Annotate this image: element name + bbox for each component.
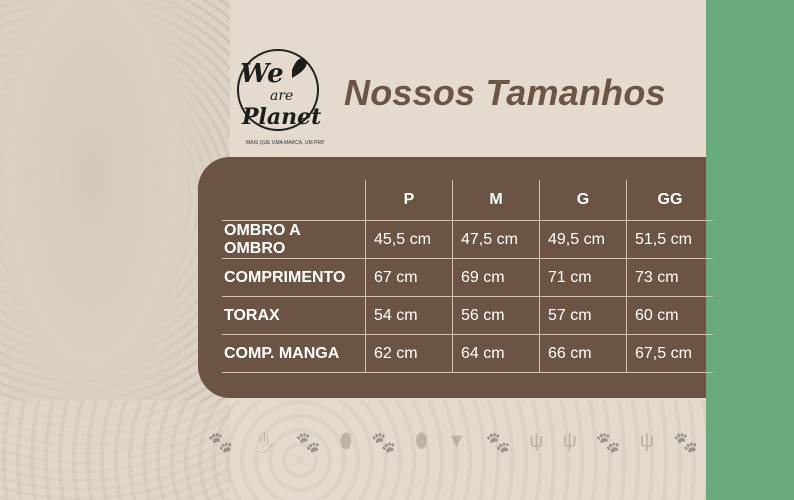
cell: 60 cm <box>626 296 713 335</box>
svg-text:We: We <box>240 59 284 89</box>
animal-tracks-row: 🐾 ✋ 🐾 ⬮ 🐾 ⬮ ▼ 🐾 ψ ψ 🐾 ψ 🐾 <box>208 430 698 455</box>
hoof-print-icon: ⬮ <box>339 430 353 452</box>
svg-text:MAIS QUE UMA MARCA, UM PRINCÍP: MAIS QUE UMA MARCA, UM PRINCÍPIO <box>246 139 324 146</box>
row-label: COMP. MANGA <box>224 344 340 362</box>
table-row: COMPRIMENTO 67 cm 69 cm 71 cm 73 cm <box>222 258 713 297</box>
cell: 56 cm <box>452 296 540 335</box>
cell: 51,5 cm <box>626 220 713 259</box>
paw-print-icon: 🐾 <box>672 432 698 454</box>
table-row: COMP. MANGA 62 cm 64 cm 66 cm 67,5 cm <box>222 334 713 373</box>
size-table: P M G GG OMBRO A OMBRO 45,5 cm 47,5 cm 4… <box>222 180 713 373</box>
bird-foot-icon: ψ <box>639 430 654 452</box>
cell: 47,5 cm <box>452 220 540 259</box>
svg-text:are: are <box>270 88 293 104</box>
bird-foot-icon: ψ <box>562 430 577 452</box>
header-blank <box>222 180 366 221</box>
cell: 62 cm <box>365 334 453 373</box>
cell: 57 cm <box>539 296 627 335</box>
cell: 45,5 cm <box>365 220 453 259</box>
cell: 66 cm <box>539 334 627 373</box>
green-side-strip <box>706 0 794 500</box>
cell: 67,5 cm <box>626 334 713 373</box>
cell: 64 cm <box>452 334 540 373</box>
cell: 54 cm <box>365 296 453 335</box>
spotted-fur-texture <box>0 400 706 500</box>
cell: 49,5 cm <box>539 220 627 259</box>
paw-print-icon: 🐾 <box>371 432 397 454</box>
table-header-row: P M G GG <box>222 180 713 221</box>
hoof-print-icon: ⬮ <box>415 430 428 452</box>
table-row: OMBRO A OMBRO 45,5 cm 47,5 cm 49,5 cm 51… <box>222 220 713 259</box>
paw-print-icon: 🐾 <box>595 432 621 454</box>
header-size-m: M <box>452 180 540 221</box>
paw-print-icon: 🐾 <box>208 432 233 454</box>
header-size-g: G <box>539 180 627 221</box>
cell: 71 cm <box>539 258 627 297</box>
cell: 73 cm <box>626 258 713 297</box>
row-label: OMBRO A OMBRO <box>224 221 301 257</box>
cell: 69 cm <box>452 258 540 297</box>
header-size-gg: GG <box>626 180 713 221</box>
webbed-foot-icon: ▼ <box>446 430 467 452</box>
cell: 67 cm <box>365 258 453 297</box>
table-row: TORAX 54 cm 56 cm 57 cm 60 cm <box>222 296 713 335</box>
bird-foot-icon: ψ <box>529 430 544 452</box>
page-title: Nossos Tamanhos <box>344 72 666 113</box>
paw-print-icon: 🐾 <box>295 432 321 454</box>
row-label: COMPRIMENTO <box>224 268 346 286</box>
we-are-planet-logo: We are Planet MAIS QUE UMA MARCA, UM PRI… <box>237 49 324 146</box>
hand-print-icon: ✋ <box>251 432 277 454</box>
row-label: TORAX <box>224 306 280 324</box>
paw-print-icon: 🐾 <box>485 432 511 454</box>
header-size-p: P <box>365 180 453 221</box>
svg-text:Planet: Planet <box>241 104 321 130</box>
